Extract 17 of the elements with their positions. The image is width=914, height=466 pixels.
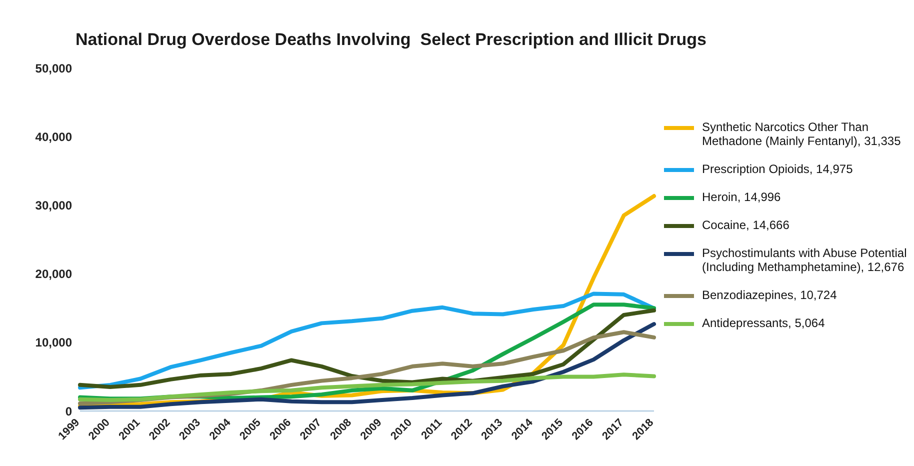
legend-label: Prescription Opioids, 14,975 bbox=[702, 162, 853, 176]
legend-label: Synthetic Narcotics Other Than Methadone (Mainly Fentanyl), 31,335 bbox=[702, 120, 902, 148]
y-tick-label: 10,000 bbox=[35, 336, 72, 350]
legend-label: Antidepressants, 5,064 bbox=[702, 316, 825, 330]
line-series bbox=[78, 292, 656, 390]
y-tick-label: 50,000 bbox=[35, 61, 72, 76]
y-tick-label: 20,000 bbox=[35, 267, 72, 282]
line-series bbox=[78, 308, 656, 389]
line-series bbox=[78, 372, 656, 402]
y-tick-label: 40,000 bbox=[35, 130, 72, 144]
legend-label: Heroin, 14,996 bbox=[702, 190, 781, 204]
legend-label: Cocaine, 14,666 bbox=[702, 218, 790, 232]
chart-title: National Drug Overdose Deaths Involving Select Prescription and Illicit Drugs bbox=[74, 30, 708, 50]
y-tick-label: 0 bbox=[65, 404, 72, 418]
legend-label: Benzodiazepines, 10,724 bbox=[702, 288, 837, 302]
legend-label: Psychostimulants with Abuse Potential (Including Methamphetamine), 12,676 bbox=[702, 246, 908, 274]
y-tick-label: 30,000 bbox=[35, 198, 72, 212]
